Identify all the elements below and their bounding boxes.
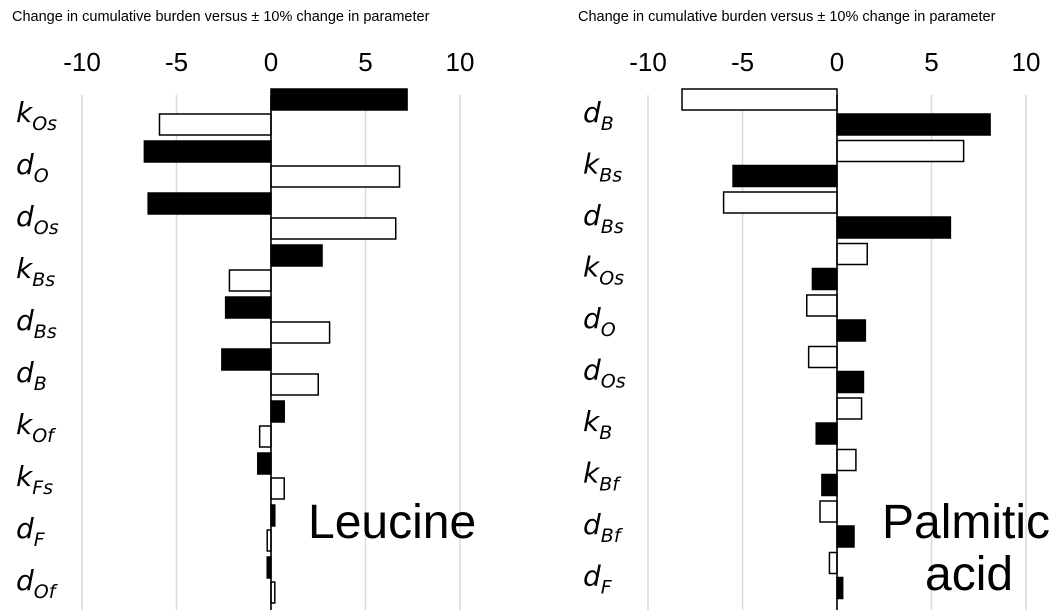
leucine-category-label: dOs: [16, 200, 59, 239]
leucine-x-tick-label: 5: [358, 47, 372, 77]
palmitic-bar-open: [836, 139, 965, 163]
palmitic-category-label: dB: [583, 96, 614, 135]
palmitic-bar-filled: [836, 576, 844, 600]
leucine-bar-open: [270, 321, 331, 344]
leucine-bar-filled: [257, 452, 272, 475]
leucine-category-label: dO: [16, 148, 49, 187]
palmitic-category-label: dBf: [583, 508, 624, 547]
palmitic-bar-open: [836, 397, 863, 420]
leucine-bar-filled: [224, 296, 272, 319]
palmitic-category-label: dO: [583, 302, 616, 341]
palmitic-bar-filled: [811, 267, 838, 291]
leucine-category-label: dOf: [16, 564, 59, 603]
palmitic-x-tick-label: -10: [629, 47, 667, 77]
leucine-bar-filled: [221, 348, 272, 371]
leucine-category-label: kOf: [16, 408, 57, 447]
leucine-chart-label: Leucine: [308, 496, 476, 549]
palmitic-bar-filled: [836, 370, 865, 394]
palmitic-x-tick-label: 10: [1012, 47, 1041, 77]
leucine-x-tick-label: 10: [446, 47, 475, 77]
leucine-bar-filled: [270, 400, 285, 423]
palmitic-chart-label: Palmitic: [882, 496, 1050, 549]
leucine-bar-filled: [147, 192, 272, 215]
palmitic-bar-open: [807, 345, 838, 369]
palmitic-category-label: dF: [583, 560, 613, 599]
leucine-bar-open: [258, 425, 272, 448]
palmitic-category-label: dBs: [583, 199, 624, 238]
palmitic-bar-open: [836, 448, 857, 472]
leucine-x-tick-label: 0: [264, 47, 278, 77]
palmitic-bar-open: [828, 551, 838, 575]
palmitic-bar-filled: [815, 422, 838, 445]
palmitic-category-label: kB: [583, 405, 612, 444]
leucine-category-label: dF: [16, 512, 46, 551]
leucine-category-label: kBs: [16, 252, 55, 291]
palmitic-category-label: kBs: [583, 148, 622, 187]
palmitic-chart-label: acid: [925, 548, 1013, 601]
palmitic-x-tick-label: -5: [731, 47, 754, 77]
palmitic-bar-filled: [836, 525, 855, 548]
palmitic-category-label: kBf: [583, 457, 622, 496]
leucine-bar-filled: [143, 140, 272, 163]
leucine-bar-open: [270, 165, 401, 188]
palmitic-bar-open: [836, 242, 868, 266]
leucine-category-label: dBs: [16, 304, 57, 343]
leucine-x-tick-label: -5: [165, 47, 188, 77]
leucine-bar-open: [270, 373, 319, 396]
palmitic-bar-open: [681, 88, 838, 111]
palmitic-bar-filled: [821, 473, 838, 497]
palmitic-bar-filled: [836, 319, 867, 342]
palmitic-bar-filled: [836, 113, 991, 136]
palmitic-x-tick-label: 0: [830, 47, 844, 77]
leucine-category-label: kOs: [16, 96, 57, 135]
leucine-bar-filled: [270, 244, 323, 267]
palmitic-bar-filled: [732, 164, 838, 188]
right-chart-title: Change in cumulative burden versus ± 10%…: [578, 9, 996, 25]
leucine-category-label: dB: [16, 356, 47, 395]
leucine-bar-open: [270, 477, 285, 500]
palmitic-bar-open: [806, 294, 838, 317]
left-chart-title: Change in cumulative burden versus ± 10%…: [12, 9, 430, 25]
palmitic-bar-open: [819, 500, 838, 523]
leucine-bar-filled: [270, 88, 408, 111]
palmitic-bar-filled: [836, 216, 952, 239]
leucine-x-tick-label: -10: [63, 47, 101, 77]
leucine-bar-open: [158, 113, 272, 136]
leucine-bar-open: [270, 217, 397, 240]
leucine-bar-open: [228, 269, 272, 292]
palmitic-bar-open: [722, 191, 838, 214]
palmitic-category-label: kOs: [583, 251, 624, 290]
palmitic-category-label: dOs: [583, 354, 626, 393]
palmitic-x-tick-label: 5: [924, 47, 938, 77]
leucine-category-label: kFs: [16, 460, 53, 499]
